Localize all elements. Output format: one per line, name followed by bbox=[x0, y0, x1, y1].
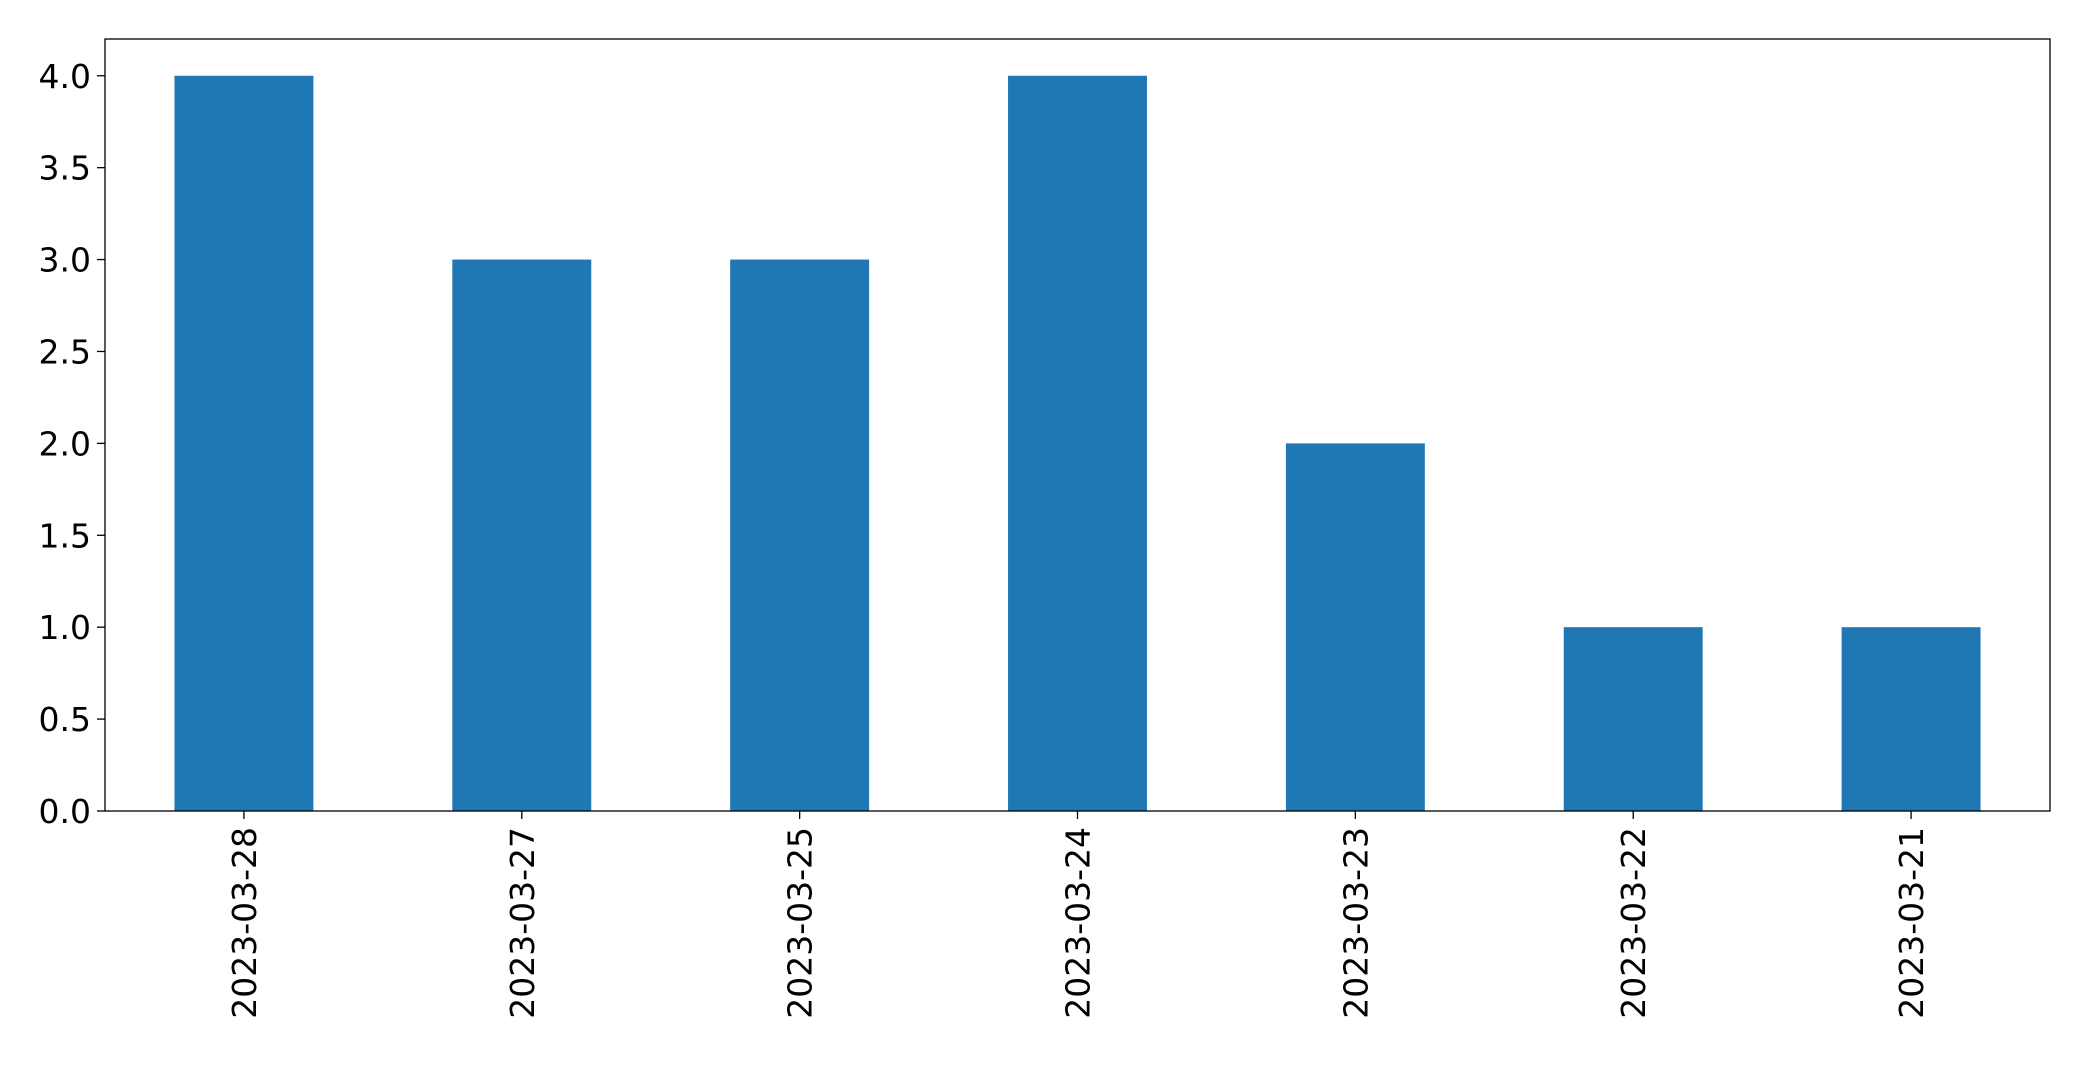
bars-layer bbox=[174, 75, 1981, 812]
x-tick-label: 2023-03-27 bbox=[503, 827, 542, 1019]
y-tick-label: 2.0 bbox=[39, 424, 91, 463]
x-tick-label: 2023-03-28 bbox=[225, 827, 264, 1019]
y-tick-label: 0.5 bbox=[39, 700, 91, 739]
x-tick-label: 2023-03-24 bbox=[1059, 827, 1098, 1019]
y-tick-label: 1.5 bbox=[39, 516, 91, 555]
x-tick-label: 2023-03-22 bbox=[1614, 827, 1653, 1019]
x-tick-label: 2023-03-25 bbox=[781, 827, 820, 1019]
y-axis: 0.0 0.5 1.0 1.5 2.0 2.5 3.0 3.5 4.0 bbox=[39, 57, 105, 831]
bar-2023-03-21 bbox=[1841, 627, 1981, 811]
bar-2023-03-23 bbox=[1285, 443, 1425, 811]
x-axis: 2023-03-28 2023-03-27 2023-03-25 2023-03-24… bbox=[225, 811, 1931, 1019]
bar-2023-03-27 bbox=[452, 259, 592, 812]
x-tick-label: 2023-03-23 bbox=[1336, 827, 1375, 1019]
bar-2023-03-28 bbox=[174, 75, 314, 811]
bar-2023-03-24 bbox=[1008, 75, 1147, 811]
bar-2023-03-22 bbox=[1563, 627, 1703, 811]
y-tick-label: 0.0 bbox=[39, 792, 91, 831]
y-tick-label: 1.0 bbox=[39, 608, 91, 647]
bar-2023-03-25 bbox=[730, 259, 870, 812]
y-tick-label: 2.5 bbox=[39, 332, 91, 371]
x-tick-label: 2023-03-21 bbox=[1892, 827, 1931, 1019]
plot-frame bbox=[104, 38, 2051, 812]
y-tick-label: 3.5 bbox=[39, 149, 91, 188]
y-tick-label: 4.0 bbox=[39, 57, 91, 96]
y-tick-label: 3.0 bbox=[39, 241, 91, 280]
